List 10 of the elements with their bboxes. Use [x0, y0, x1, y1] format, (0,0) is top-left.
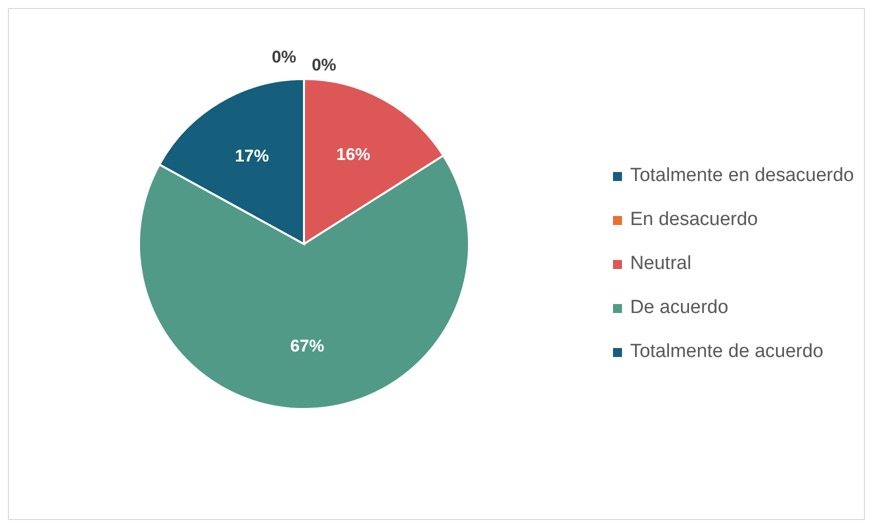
legend-label: En desacuerdo [630, 209, 758, 231]
legend-label: Neutral [630, 253, 692, 275]
data-label: 67% [290, 336, 324, 356]
data-label: 16% [336, 144, 370, 164]
text: 0% [312, 56, 336, 74]
legend-label: Totalmente de acuerdo [630, 341, 824, 363]
legend-label: De acuerdo [630, 297, 728, 319]
legend-label: Totalmente en desacuerdo [630, 165, 854, 187]
data-label: 17% [234, 146, 269, 166]
text: 0% [272, 48, 296, 66]
